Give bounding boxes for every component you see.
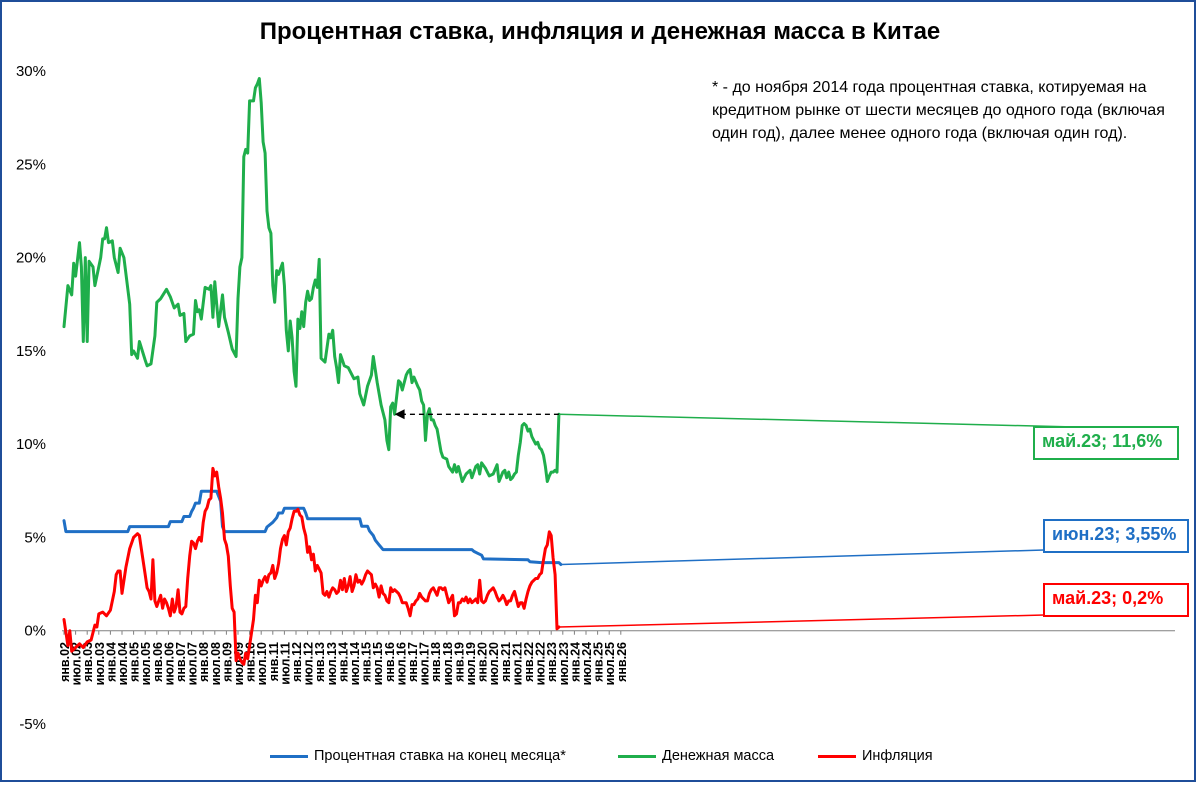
legend-swatch-rate xyxy=(270,754,308,758)
legend-item-money: Денежная масса xyxy=(618,748,774,764)
x-tick-label: янв.18 xyxy=(429,642,443,682)
x-tick-label: июл.25 xyxy=(603,642,617,685)
interest-rate-callout: июн.23; 3,55% xyxy=(1043,519,1189,553)
x-tick-label: июл.22 xyxy=(534,642,548,685)
y-tick-label: 0% xyxy=(24,623,46,640)
x-tick-label: янв.05 xyxy=(128,642,142,682)
legend-label-rate: Процентная ставка на конец месяца* xyxy=(314,748,566,764)
y-tick-label: 30% xyxy=(16,63,46,80)
legend-label-inflation: Инфляция xyxy=(862,748,933,764)
legend-label-money: Денежная масса xyxy=(662,748,775,764)
x-tick-label: янв.16 xyxy=(383,642,397,682)
money-supply-callout: май.23; 11,6% xyxy=(1033,426,1179,460)
inflation-callout: май.23; 0,2% xyxy=(1043,583,1189,617)
x-tick-label: янв.25 xyxy=(592,642,606,682)
y-tick-label: 10% xyxy=(16,436,46,453)
chart-note-line: кредитном рынке от шести месяцев до одно… xyxy=(712,102,1165,119)
y-tick-label: 5% xyxy=(24,529,46,546)
x-tick-label: июл.06 xyxy=(162,642,176,685)
x-tick-label: янв.10 xyxy=(244,642,258,682)
x-tick-label: июл.20 xyxy=(487,642,501,685)
y-tick-label: 15% xyxy=(16,343,46,360)
x-tick-label: июл.10 xyxy=(255,642,269,685)
y-tick-label: -5% xyxy=(19,716,46,733)
legend-item-inflation: Инфляция xyxy=(818,748,933,764)
x-tick-label: янв.06 xyxy=(151,642,165,682)
x-tick-label: янв.22 xyxy=(522,642,536,682)
x-tick-label: июл.07 xyxy=(186,642,200,685)
x-tick-label: июл.11 xyxy=(278,642,292,685)
x-tick-label: июл.19 xyxy=(464,642,478,685)
legend-swatch-inflation xyxy=(818,754,856,758)
legend-swatch-money xyxy=(618,754,656,758)
y-tick-label: 25% xyxy=(16,156,46,173)
x-tick-label: янв.08 xyxy=(197,642,211,682)
x-tick-label: янв.12 xyxy=(290,642,304,682)
x-tick-label: июл.14 xyxy=(348,642,362,685)
x-tick-label: июл.17 xyxy=(418,642,432,685)
x-tick-label: июл.16 xyxy=(394,642,408,685)
rate-callout-leader xyxy=(560,549,1045,566)
x-tick-label: янв.19 xyxy=(452,642,466,682)
x-tick-label: янв.20 xyxy=(476,642,490,682)
x-tick-label: июл.15 xyxy=(371,642,385,685)
x-tick-label: июл.12 xyxy=(302,642,316,685)
x-tick-label: июл.04 xyxy=(116,642,130,685)
x-tick-label: янв.23 xyxy=(545,642,559,682)
money-supply-line xyxy=(62,77,561,483)
x-tick-label: янв.26 xyxy=(615,642,629,682)
x-tick-label: июл.05 xyxy=(139,642,153,685)
x-tick-label: янв.24 xyxy=(568,642,582,682)
chart-note-line: один год), далее менее одного года (вклю… xyxy=(712,125,1128,142)
x-tick-label: июл.08 xyxy=(209,642,223,685)
inflation-callout-leader xyxy=(558,614,1045,628)
x-tick-label: июл.23 xyxy=(557,642,571,685)
arrow-head-icon xyxy=(394,409,405,420)
legend-item-rate: Процентная ставка на конец месяца* xyxy=(270,748,566,764)
chart-note: * - до ноября 2014 года процентная ставк… xyxy=(712,76,1182,145)
inflation-line xyxy=(62,466,561,666)
y-tick-label: 20% xyxy=(16,250,46,267)
x-tick-label: янв.13 xyxy=(313,642,327,682)
x-tick-label: июл.03 xyxy=(93,642,107,685)
x-tick-label: янв.02 xyxy=(58,642,72,682)
x-tick-label: июл.21 xyxy=(510,642,524,685)
x-tick-label: июл.02 xyxy=(70,642,84,685)
x-tick-label: янв.15 xyxy=(360,642,374,682)
x-tick-label: янв.04 xyxy=(104,642,118,682)
x-tick-label: янв.21 xyxy=(499,642,513,682)
chart-note-line: * - до ноября 2014 года процентная ставк… xyxy=(712,79,1147,96)
x-tick-label: янв.14 xyxy=(336,642,350,682)
x-tick-label: янв.17 xyxy=(406,642,420,682)
chart-title: Процентная ставка, инфляция и денежная м… xyxy=(259,18,941,45)
money-callout-leader xyxy=(558,413,1076,428)
x-tick-label: янв.09 xyxy=(220,642,234,682)
x-tick-label: янв.03 xyxy=(81,642,95,682)
x-tick-label: янв.07 xyxy=(174,642,188,682)
interest-rate-line xyxy=(62,489,563,566)
x-tick-label: янв.11 xyxy=(267,642,281,681)
x-tick-label: июл.18 xyxy=(441,642,455,685)
x-tick-label: июл.13 xyxy=(325,642,339,685)
x-tick-label: июл.24 xyxy=(580,642,594,685)
